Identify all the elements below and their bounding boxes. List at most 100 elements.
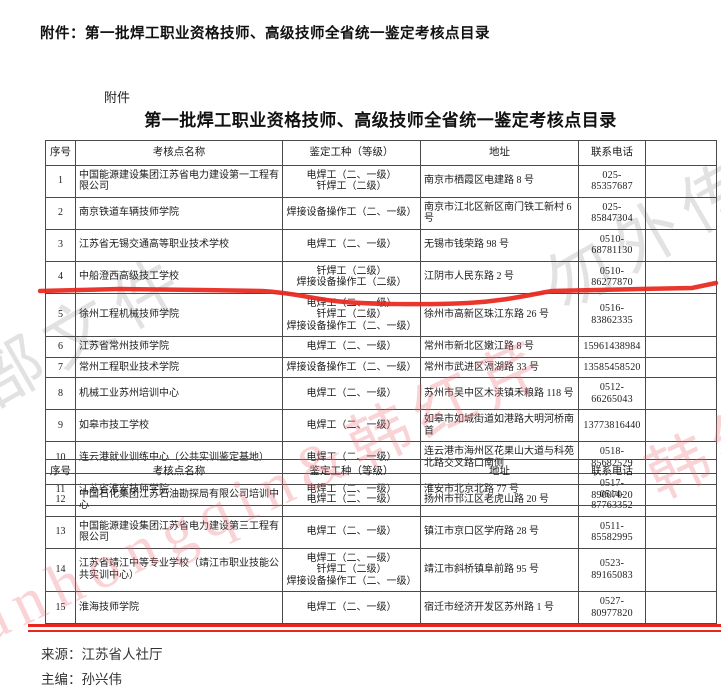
trade-grade-cell: 电焊工（二、一级） [282,228,421,262]
empty-cell [645,356,717,378]
phone-cell: 13773816440 [578,409,646,442]
table-row: 13 中国能源建设集团江苏省电力建设第三工程有限公司 电焊工（二、一级） 镇江市京口区… [45,515,717,549]
site-name-cell: 江苏省靖江中等专业学校（靖江市职业技能公共实训中心） [75,547,283,592]
trade-grade-cell: 电焊工（二、一级） [282,336,421,358]
phone-cell: 13585458520 [578,356,646,378]
row-number-cell: 6 [45,336,76,358]
trade-grade-cell: 电焊工（二、一级） [282,409,421,442]
address-cell: 常州市新北区嫩江路 8 号 [420,336,579,358]
phone-cell: 15961438984 [578,336,646,358]
address-cell: 常州市武进区滆湖路 33 号 [420,356,579,378]
row-number-cell: 2 [45,196,76,230]
trade-grade-line: 焊接设备操作工（二、一级） [286,320,417,332]
trade-grade-line: 钎焊工（二级） [316,265,387,277]
row-number-cell: 1 [45,164,76,198]
phone-cell: 0510-68781130 [578,228,646,262]
address-cell: 无锡市钱荣路 98 号 [420,228,579,262]
address-cell: 苏州市吴中区木渎镇禾粮路 118 号 [420,377,579,410]
bottom-red-rule-thick [28,624,721,627]
empty-cell [645,547,717,592]
empty-cell [645,409,717,442]
trade-grade-cell: 钎焊工（二级） 焊接设备操作工（二级） [282,260,421,294]
trade-grade-line: 电焊工（二、一级） [306,297,397,309]
empty-cell [645,591,717,624]
document-title: 第一批焊工职业资格技师、高级技师全省统一鉴定考核点目录 [144,111,617,130]
trade-grade-line: 电焊工（二、一级） [306,451,397,463]
phone-cell: 0510-86277870 [578,260,646,294]
trade-grade-line: 电焊工（二、一级） [306,239,397,251]
address-cell: 扬州市邗江区老虎山路 20 号 [420,483,579,517]
row-number-cell: 15 [45,591,76,624]
row-number-cell: 9 [45,409,76,442]
trade-grade-line: 焊接设备操作工（二、一级） [286,361,417,373]
row-number-cell: 5 [45,292,76,337]
address-cell: 南京市栖霞区电建路 8 号 [420,164,579,198]
phone-cell: 0514-87763352 [578,483,646,517]
table-row: 7 常州工程职业技术学院 焊接设备操作工（二、一级） 常州市武进区滆湖路 33 号 13… [45,356,717,378]
column-header: 鉴定工种（等级） [282,459,421,485]
table-row: 4 中船澄西高级技工学校 钎焊工（二级） 焊接设备操作工（二级） 江阴市人民东路 2 号… [45,260,717,294]
phone-cell: 0516-83862335 [578,292,646,337]
phone-cell: 025-85357687 [578,164,646,198]
table-row: 8 机械工业苏州培训中心 电焊工（二、一级） 苏州市吴中区木渎镇禾粮路 118 号 05… [45,377,717,410]
empty-cell [645,292,717,337]
empty-cell [645,377,717,410]
column-header [645,140,717,166]
trade-grade-line: 电焊工（二、一级） [306,526,397,538]
bottom-red-rule-thin [28,630,721,632]
empty-cell [645,336,717,358]
trade-grade-line: 电焊工（二、一级） [306,387,397,399]
site-name-cell: 中国能源建设集团江苏省电力建设第一工程有限公司 [75,164,283,198]
trade-grade-line: 电焊工（二、一级） [306,419,397,431]
row-number-cell: 14 [45,547,76,592]
row-number-cell: 7 [45,356,76,378]
trade-grade-line: 电焊工（二、一级） [306,552,397,564]
table-row: 15 淮海技师学院 电焊工（二、一级） 宿迁市经济开发区苏州路 1 号 0527-809… [45,591,717,624]
trade-grade-cell: 电焊工（二、一级） [282,591,421,624]
trade-grade-cell: 电焊工（二、一级） [282,483,421,517]
empty-cell [645,164,717,198]
site-name-cell: 江苏省常州技师学院 [75,336,283,358]
trade-grade-cell: 电焊工（二、一级） 钎焊工（二级） [282,164,421,198]
assessment-sites-table-1: 序号 考核点名称 鉴定工种（等级） 地址 联系电话 1 中国能源建设集团江苏省电力建设第一… [45,140,717,506]
site-name-cell: 江苏省无锡交通高等职业技术学校 [75,228,283,262]
site-name-cell: 机械工业苏州培训中心 [75,377,283,410]
address-cell: 南京市江北区新区南门铁工新村 6 号 [420,196,579,230]
empty-cell [645,515,717,549]
row-number-cell: 4 [45,260,76,294]
site-name-cell: 中船澄西高级技工学校 [75,260,283,294]
row-number-cell: 3 [45,228,76,262]
trade-grade-cell: 电焊工（二、一级） [282,515,421,549]
table-row: 14 江苏省靖江中等专业学校（靖江市职业技能公共实训中心） 电焊工（二、一级） 钎焊工… [45,547,717,592]
table-row: 12 中国石化集团江苏石油勘探局有限公司培训中心 电焊工（二、一级） 扬州市邗江区老虎… [45,483,717,517]
row-number-cell: 13 [45,515,76,549]
column-header: 联系电话 [578,140,646,166]
trade-grade-line: 钎焊工（二级） [316,181,387,192]
row-number-cell: 12 [45,483,76,517]
trade-grade-line: 电焊工（二、一级） [306,601,397,613]
column-header: 地址 [420,140,579,166]
column-header [645,459,717,485]
column-header: 联系电话 [578,459,646,485]
address-cell: 如皋市如城街道如港路大明河桥南首 [420,409,579,442]
trade-grade-line: 电焊工（二、一级） [306,169,397,181]
trade-grade-line: 钎焊工（二级） [316,309,387,320]
phone-cell: 0523-89165083 [578,547,646,592]
empty-cell [645,196,717,230]
site-name-cell: 中国能源建设集团江苏省电力建设第三工程有限公司 [75,515,283,549]
column-header: 考核点名称 [75,459,283,485]
address-cell: 宿迁市经济开发区苏州路 1 号 [420,591,579,624]
trade-grade-cell: 电焊工（二、一级） [282,377,421,410]
trade-grade-line: 焊接设备操作工（二级） [296,277,407,288]
trade-grade-line: 焊接设备操作工（二、一级） [286,575,417,587]
phone-cell: 0512-66265043 [578,377,646,410]
trade-grade-cell: 焊接设备操作工（二、一级） [282,356,421,378]
empty-cell [645,483,717,517]
trade-grade-cell: 焊接设备操作工（二、一级） [282,196,421,230]
trade-grade-line: 焊接设备操作工（二、一级） [286,207,417,219]
table-row: 6 江苏省常州技师学院 电焊工（二、一级） 常州市新北区嫩江路 8 号 15961438… [45,336,717,358]
table-header-row: 序号 考核点名称 鉴定工种（等级） 地址 联系电话 [45,140,717,166]
assessment-sites-table-2: 序号 考核点名称 鉴定工种（等级） 地址 联系电话 12 中国石化集团江苏石油勘探局有限公… [45,459,717,624]
trade-grade-line: 电焊工（二、一级） [306,494,397,506]
